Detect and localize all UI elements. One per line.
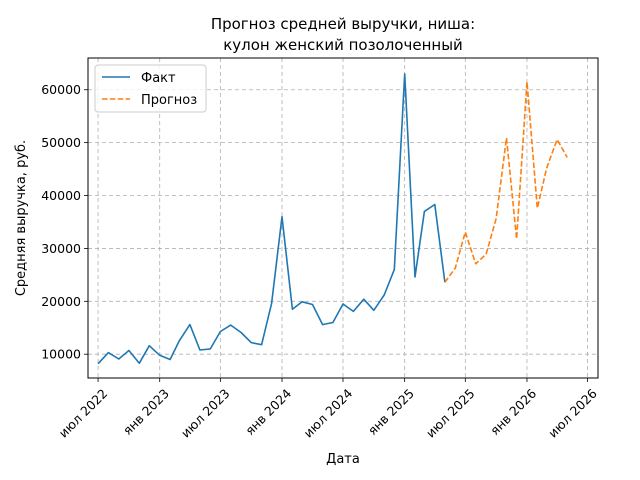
y-tick-label: 10000 (41, 347, 81, 362)
legend-label-forecast: Прогноз (141, 93, 197, 108)
series-lines (97, 73, 568, 365)
legend-label-fact: Факт (141, 71, 176, 86)
chart-title-line-1: Прогноз средней выручки, ниша: (211, 15, 475, 33)
series-line-forecast (444, 81, 568, 283)
x-axis-label: Дата (326, 452, 360, 467)
y-tick-label: 40000 (41, 188, 81, 203)
series-line-fact (97, 73, 446, 365)
y-tick-label: 60000 (41, 82, 81, 97)
y-tick-label: 20000 (41, 294, 81, 309)
legend: Факт Прогноз (94, 64, 207, 113)
chart-title-line-2: кулон женский позолоченный (223, 36, 463, 54)
y-tick-label: 30000 (41, 241, 81, 256)
y-tick-label: 50000 (41, 135, 81, 150)
y-axis-label: Средняя выручка, руб. (14, 140, 29, 296)
